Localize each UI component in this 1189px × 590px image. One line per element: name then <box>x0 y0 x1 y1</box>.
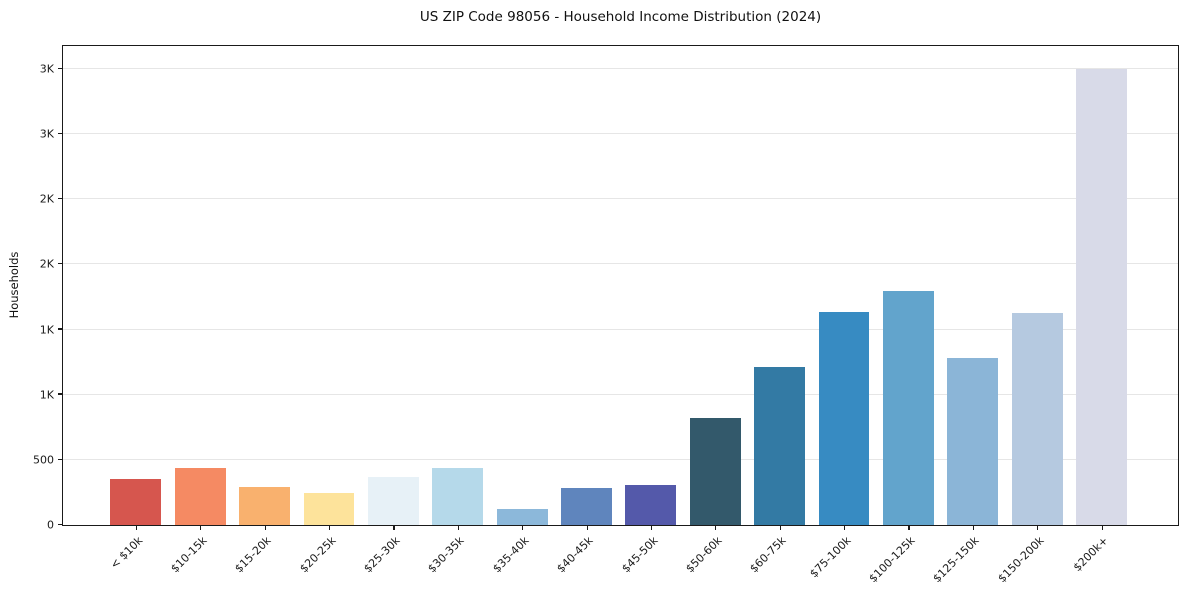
x-tick-mark <box>457 526 459 530</box>
x-tick-label: $60-75k <box>747 534 789 576</box>
gridline <box>63 393 1178 395</box>
x-tick-mark <box>200 526 202 530</box>
x-tick-mark <box>1101 526 1103 530</box>
gridline <box>63 198 1178 200</box>
x-tick-mark <box>908 526 910 530</box>
bar-40-45k <box>561 487 612 525</box>
bar-30-35k <box>432 467 484 525</box>
y-tick-mark <box>58 197 62 200</box>
x-tick-mark <box>135 526 138 530</box>
bar-20-25k <box>303 493 355 525</box>
bar-15-20k <box>239 486 291 525</box>
x-tick-mark <box>972 526 974 530</box>
bar-35-40k <box>496 508 548 525</box>
bar-10-15k <box>174 467 226 525</box>
x-tick-mark <box>522 526 524 530</box>
x-tick-mark <box>779 526 781 530</box>
x-tick-label: $40-45k <box>554 534 596 576</box>
y-tick-mark <box>58 132 62 134</box>
gridline <box>63 132 1178 134</box>
y-tick-label: 2K <box>39 192 54 206</box>
x-tick-label: $25-30k <box>361 534 403 576</box>
x-tick-label: $35-40k <box>490 534 532 576</box>
x-tick-mark <box>264 526 266 530</box>
gridline <box>63 263 1178 265</box>
gridline <box>63 458 1178 460</box>
x-tick-mark <box>393 526 395 530</box>
x-tick-label: $100-125k <box>866 534 918 586</box>
bar-150-200k <box>1011 313 1063 525</box>
y-tick-label: 2K <box>39 257 54 271</box>
x-tick-label: $45-50k <box>618 534 661 576</box>
x-tick-mark <box>1037 526 1039 530</box>
x-tick-label: $30-35k <box>425 534 467 576</box>
y-tick-label: 0 <box>47 518 54 532</box>
bar-200k <box>1076 68 1128 525</box>
y-tick-mark <box>58 263 62 265</box>
x-tick-mark <box>329 526 331 530</box>
x-tick-mark <box>650 526 653 530</box>
bar-10k <box>110 479 162 525</box>
bar-100-125k <box>882 291 934 525</box>
bar-75-100k <box>818 311 870 525</box>
x-tick-label: $50-60k <box>683 534 725 576</box>
y-tick-mark <box>58 67 62 69</box>
y-tick-label: 3K <box>39 62 54 76</box>
bar-45-50k <box>625 485 677 525</box>
bar-25-30k <box>367 476 419 525</box>
y-axis-label: Households <box>7 251 21 319</box>
gridline <box>63 328 1178 330</box>
x-tick-label: $10-15k <box>168 534 210 576</box>
chart-title: US ZIP Code 98056 - Household Income Dis… <box>419 9 822 25</box>
y-tick-mark <box>58 328 62 330</box>
x-tick-mark <box>586 526 588 530</box>
x-tick-mark <box>715 526 717 530</box>
y-tick-label: 1K <box>39 323 54 336</box>
bar-60-75k <box>754 367 806 525</box>
y-tick-label: 500 <box>33 453 54 467</box>
y-tick-label: 1K <box>39 388 54 402</box>
x-tick-label: $150-200k <box>995 534 1047 586</box>
gridline <box>63 67 1178 69</box>
y-tick-mark <box>58 393 62 395</box>
x-tick-label: $200k+ <box>1070 534 1111 575</box>
y-tick-mark <box>58 523 62 525</box>
x-tick-label: $125-150k <box>930 534 982 586</box>
x-tick-mark <box>844 526 846 530</box>
x-tick-label: $75-100k <box>807 534 854 581</box>
plot-area: 0 500 1K 1K 2K 2K 3K 3K < $10k $10-15k $15-20k $20-… <box>33 45 1179 585</box>
y-tick-label: 3K <box>39 127 54 141</box>
bar-125-150k <box>947 358 999 525</box>
x-tick-label: < $10k <box>107 534 146 572</box>
x-tick-label: $15-20k <box>232 534 274 576</box>
x-tick-label: $20-25k <box>296 534 339 576</box>
y-tick-mark <box>58 458 62 460</box>
bar-50-60k <box>689 418 741 525</box>
